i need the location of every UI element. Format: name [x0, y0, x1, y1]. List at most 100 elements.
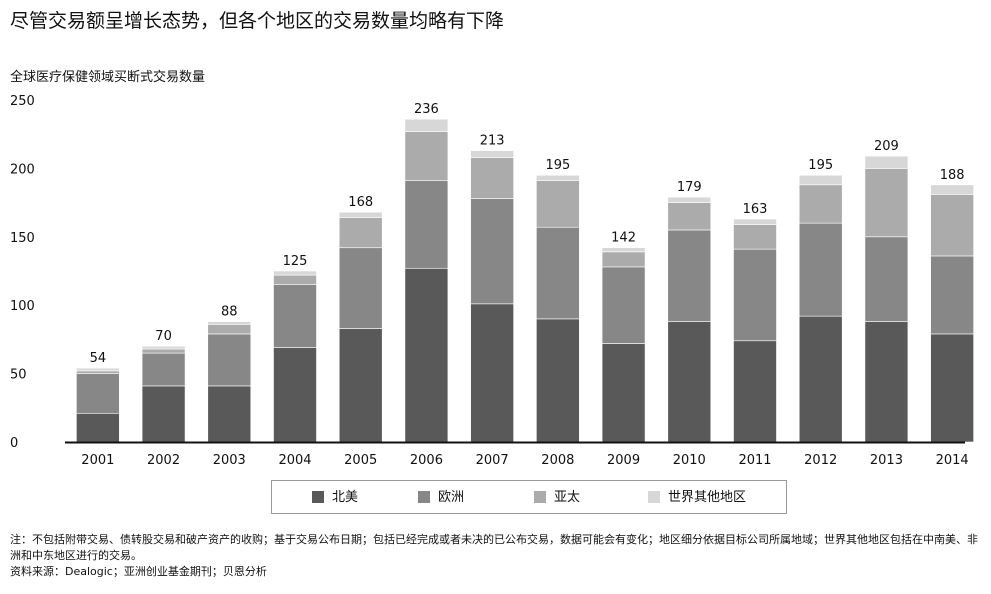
bar-segment	[931, 334, 974, 442]
bar-segment	[339, 328, 382, 442]
bar-segment	[799, 316, 842, 442]
bar-segment	[208, 324, 251, 334]
bar-segment	[865, 156, 908, 168]
x-tick-label: 2004	[278, 453, 311, 468]
legend-swatch-asia-pacific	[534, 491, 546, 503]
bar-segment	[799, 223, 842, 316]
bar-segment	[405, 268, 448, 442]
x-tick-label: 2007	[476, 453, 509, 468]
data-label: 179	[677, 180, 702, 195]
bar-segment	[405, 131, 448, 180]
legend-swatch-europe	[418, 491, 430, 503]
bar-segment	[536, 227, 579, 319]
bar-segment	[471, 304, 514, 442]
bar-segment	[142, 353, 185, 386]
data-label: 209	[874, 139, 899, 154]
bar-segment	[602, 344, 645, 442]
y-tick-label: 50	[10, 368, 27, 383]
data-label: 188	[940, 168, 965, 183]
bar-segment	[274, 275, 317, 285]
bar-segment	[799, 185, 842, 223]
x-tick-label: 2010	[673, 453, 706, 468]
bar-segment	[602, 267, 645, 344]
bar-segment	[142, 346, 185, 349]
bar-segment	[865, 237, 908, 322]
x-tick-label: 2012	[804, 453, 837, 468]
bar-segment	[865, 168, 908, 236]
x-tick-label: 2008	[541, 453, 574, 468]
legend-label: 欧洲	[438, 489, 464, 507]
bar-segment	[471, 157, 514, 198]
bar-segment	[76, 413, 119, 442]
footnote-text: 注：不包括附带交易、债转股交易和破产资产的收购；基于交易公布日期；包括已经完成或…	[10, 532, 985, 564]
bar-segment	[602, 252, 645, 267]
data-label: 195	[545, 158, 570, 173]
bar-segment	[931, 194, 974, 256]
bar-segment	[668, 230, 711, 322]
bar-segment	[405, 119, 448, 131]
bar-segment	[142, 386, 185, 442]
bar-segment	[339, 248, 382, 329]
bar-segment	[734, 341, 777, 442]
bar-segment	[536, 181, 579, 228]
data-label: 168	[348, 195, 373, 210]
legend-swatch-rest-of-world	[648, 491, 660, 503]
bar-segment	[734, 219, 777, 224]
bar-segment	[142, 349, 185, 353]
bar-segment	[208, 322, 251, 325]
x-tick-label: 2003	[213, 453, 246, 468]
y-tick-label: 200	[10, 162, 35, 177]
bar-segment	[668, 203, 711, 230]
bar-segment	[734, 224, 777, 249]
bar-segment	[865, 322, 908, 442]
bar-segment	[76, 374, 119, 414]
bar-segment	[274, 271, 317, 275]
bar-segment	[208, 386, 251, 442]
bar-segment	[208, 334, 251, 386]
x-tick-label: 2001	[81, 453, 114, 468]
bar-segment	[76, 368, 119, 371]
bar-segment	[471, 151, 514, 158]
x-tick-label: 2009	[607, 453, 640, 468]
data-label: 125	[283, 254, 308, 269]
x-tick-label: 2011	[738, 453, 771, 468]
bar-segment	[602, 248, 645, 252]
footnotes: 注：不包括附带交易、债转股交易和破产资产的收购；基于交易公布日期；包括已经完成或…	[10, 532, 985, 580]
bar-segment	[274, 285, 317, 348]
bar-segment	[536, 175, 579, 180]
bar-segment	[931, 256, 974, 334]
bar-segment	[734, 249, 777, 341]
bar-segment	[536, 319, 579, 442]
x-tick-label: 2002	[147, 453, 180, 468]
y-tick-label: 150	[10, 231, 35, 246]
bar-segment	[668, 197, 711, 202]
bar-segment	[405, 181, 448, 269]
data-label: 163	[743, 202, 768, 217]
legend: 北美 欧洲 亚太 世界其他地区	[271, 480, 787, 514]
bar-segment	[339, 212, 382, 217]
bar-segment	[471, 198, 514, 303]
data-label: 236	[414, 102, 439, 117]
legend-swatch-north-america	[312, 491, 324, 503]
legend-label: 亚太	[554, 489, 580, 507]
x-tick-label: 2013	[870, 453, 903, 468]
source-text: 资料来源：Dealogic；亚洲创业基金期刊；贝恩分析	[10, 564, 985, 580]
stacked-bar-chart: 0 50 100 150 200 250 54 2001 70 2002 88 2003 125 2004…	[0, 0, 991, 480]
legend-label: 北美	[332, 489, 358, 507]
data-label: 70	[155, 329, 172, 344]
data-label: 213	[480, 134, 505, 149]
y-tick-label: 100	[10, 299, 35, 314]
x-tick-label: 2005	[344, 453, 377, 468]
bar-segment	[339, 218, 382, 248]
x-tick-label: 2014	[936, 453, 969, 468]
legend-label: 世界其他地区	[668, 489, 746, 507]
bar-segment	[931, 185, 974, 195]
y-tick-label: 250	[10, 94, 35, 109]
data-label: 88	[221, 305, 238, 320]
bar-segment	[274, 348, 317, 442]
data-label: 142	[611, 231, 636, 246]
bar-segment	[799, 175, 842, 185]
bar-segment	[668, 322, 711, 442]
x-tick-label: 2006	[410, 453, 443, 468]
data-label: 54	[90, 351, 107, 366]
